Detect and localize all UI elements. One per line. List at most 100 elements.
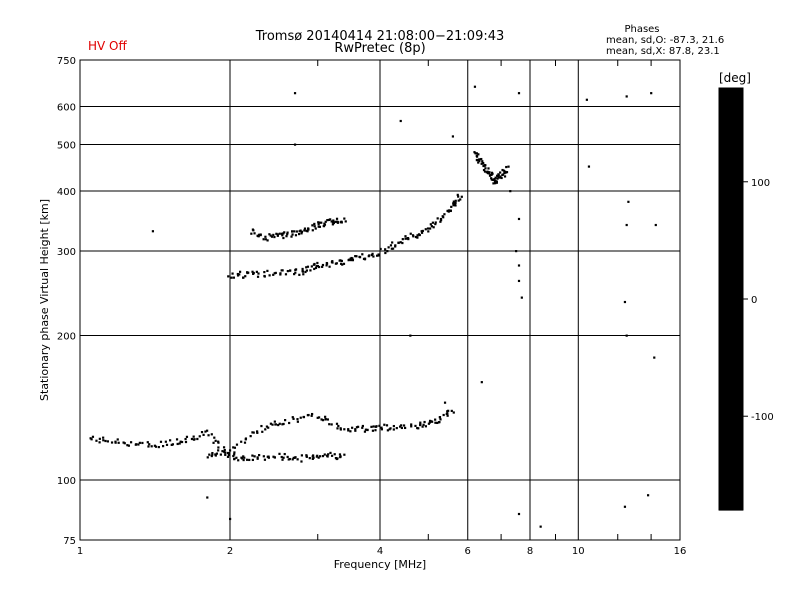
data-point [429, 223, 432, 226]
data-point [406, 237, 410, 240]
data-point [325, 261, 328, 265]
colorbar-band [719, 309, 743, 314]
chart-title-line1: Tromsø 20140414 21:08:00−21:09:43 [255, 29, 505, 44]
data-point [102, 436, 105, 439]
data-point [399, 119, 402, 123]
data-point [291, 233, 294, 236]
colorbar-band [719, 225, 743, 230]
colorbar-band [719, 235, 743, 240]
data-point [331, 223, 334, 226]
colorbar-band [719, 467, 743, 472]
data-point [257, 272, 260, 275]
data-point [242, 455, 245, 458]
data-point [322, 224, 325, 228]
data-point [263, 458, 267, 461]
colorbar-band [719, 506, 743, 511]
data-point [157, 445, 160, 449]
colorbar-band [719, 439, 743, 444]
data-point [383, 423, 386, 426]
data-point [448, 209, 451, 212]
colorbar-band [719, 460, 743, 465]
data-point [206, 496, 209, 499]
data-point [434, 221, 437, 224]
data-point [217, 446, 220, 449]
data-point [306, 230, 309, 233]
data-point [314, 227, 317, 230]
colorbar-band [719, 418, 743, 423]
colorbar-band [719, 151, 743, 156]
data-point [284, 273, 288, 276]
colorbar-band [719, 228, 743, 233]
data-point [301, 270, 305, 273]
colorbar-band [719, 186, 743, 191]
data-point [317, 416, 321, 419]
data-point [294, 268, 298, 271]
data-point [258, 233, 261, 236]
data-point [302, 273, 305, 276]
data-point [439, 418, 442, 421]
colorbar-band [719, 362, 743, 367]
data-point [495, 180, 498, 183]
data-point [117, 441, 120, 444]
data-point [475, 152, 478, 155]
data-point [256, 457, 259, 460]
y-tick-label: 200 [57, 332, 76, 343]
data-point [178, 442, 181, 445]
colorbar-band [719, 126, 743, 131]
y-axis-label: Stationary phase Virtual Height [km] [38, 199, 51, 401]
data-point [505, 171, 509, 174]
colorbar-band [719, 140, 743, 145]
data-point [210, 433, 213, 436]
data-point [363, 257, 367, 260]
data-point [268, 274, 271, 277]
data-point [238, 270, 242, 273]
data-point [271, 423, 274, 426]
data-point [474, 152, 477, 155]
data-point [283, 231, 286, 234]
data-point [296, 420, 299, 423]
data-point [452, 200, 455, 203]
data-point [332, 219, 335, 222]
data-point [248, 458, 251, 462]
data-point [347, 258, 351, 261]
data-point [278, 452, 281, 455]
data-point [274, 423, 277, 426]
data-point [330, 454, 334, 457]
data-point [90, 438, 93, 441]
data-point [501, 173, 504, 177]
data-point [449, 209, 452, 212]
colorbar-band [719, 299, 743, 304]
data-point [202, 433, 205, 436]
data-point [95, 439, 98, 442]
data-point [361, 426, 364, 429]
data-point [335, 457, 338, 461]
data-point [376, 254, 379, 257]
data-point [102, 439, 105, 442]
data-point [266, 239, 269, 242]
data-point [273, 420, 276, 423]
colorbar-band [719, 263, 743, 268]
data-point [330, 423, 333, 426]
data-point [251, 431, 254, 434]
data-point [389, 244, 393, 247]
data-point [501, 168, 504, 172]
colorbar-band [719, 133, 743, 138]
colorbar-band [719, 281, 743, 286]
colorbar-band [719, 98, 743, 103]
data-point [295, 230, 298, 233]
data-point [357, 425, 360, 428]
data-point [91, 435, 95, 438]
colorbar-band [719, 488, 743, 494]
data-point [410, 423, 413, 426]
data-point [299, 416, 302, 419]
data-point [211, 453, 214, 456]
data-point [288, 457, 291, 461]
data-point [416, 236, 419, 239]
data-point [217, 449, 220, 452]
colorbar-band [719, 365, 743, 370]
data-point [335, 422, 339, 425]
colorbar-band [719, 323, 743, 328]
data-point [273, 456, 276, 459]
data-point [286, 231, 289, 234]
colorbar-band [719, 105, 743, 110]
